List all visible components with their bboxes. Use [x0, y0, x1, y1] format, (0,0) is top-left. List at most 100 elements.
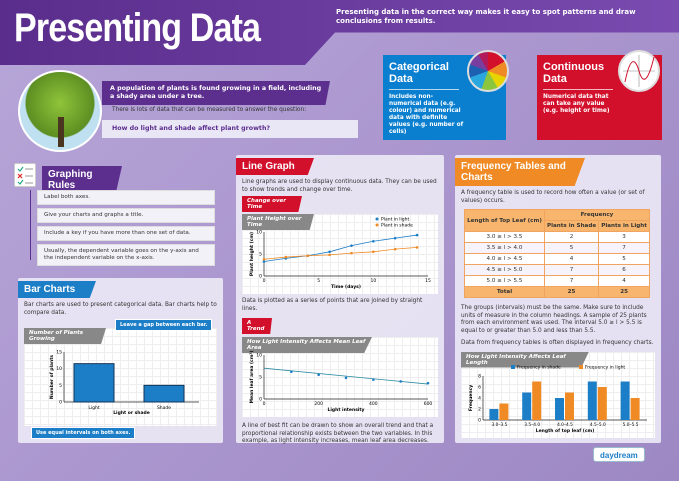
graphing-rules-list: Label both axes. Give your charts and gr… — [37, 190, 215, 269]
data-point — [415, 246, 419, 249]
bar — [620, 381, 630, 420]
data-point — [306, 254, 310, 258]
table-cell: 3 — [598, 231, 650, 243]
data-point — [350, 244, 353, 247]
data-point — [328, 253, 331, 257]
table-cell: 4 — [543, 253, 600, 265]
bar — [532, 381, 542, 420]
table-cell: 4.5 ≥ l > 5.0 — [464, 264, 545, 276]
x-tick-label: 10 — [370, 278, 376, 284]
data-point — [350, 251, 353, 255]
callout-gap: Leave a gap between each bar. — [115, 319, 213, 331]
y-axis-label: Frequency — [468, 384, 474, 410]
frequency-chart-title: How Light Intensity Affects Leaf Length — [461, 351, 589, 368]
x-tick-label: 5.0–5.5 — [623, 422, 639, 428]
data-point — [393, 236, 397, 240]
bar — [565, 392, 574, 420]
rules-connector — [30, 190, 31, 260]
col-header-length: Length of Top Leaf (cm) — [464, 209, 545, 232]
table-cell: 3.5 ≥ l > 4.0 — [464, 242, 545, 254]
y-tick-label: 10 — [256, 230, 262, 236]
table-cell: 3.0 ≥ l > 3.5 — [464, 231, 545, 243]
y-tick-label: 5 — [259, 375, 262, 381]
legend-marker — [511, 364, 515, 369]
data-point — [399, 380, 402, 383]
y-axis-label: Plant height (cm) — [249, 232, 255, 276]
best-fit-line — [263, 367, 429, 385]
data-point — [372, 378, 375, 381]
bar — [630, 397, 640, 420]
series-line — [263, 247, 418, 260]
data-point — [284, 255, 288, 259]
table-cell: 4 — [598, 275, 650, 287]
rule-item: Include a key if you have more than one … — [37, 226, 215, 241]
total-shade: 25 — [543, 286, 600, 298]
logo-text: daydream — [600, 451, 638, 460]
x-tick-label: 3.0–3.5 — [491, 422, 507, 428]
col-header-shade: Plants in Shade — [543, 220, 600, 232]
y-tick-label: 5 — [259, 252, 262, 258]
y-tick-label: 2 — [478, 406, 481, 412]
data-point — [262, 257, 266, 261]
x-axis-label: Time (days) — [331, 284, 361, 290]
bar-chart: 0 5 10 15 Light or shade Number of plants Ligh… — [49, 350, 199, 416]
x-tick-label: 5 — [317, 278, 320, 284]
change-over-time-label: Change over Time — [242, 196, 302, 212]
data-point — [328, 250, 331, 254]
curve-graph-icon — [618, 50, 660, 92]
x-tick-label: 200 — [314, 401, 323, 407]
y-tick-label: 15 — [56, 350, 62, 356]
line-chart-title: Plant Height over Time — [242, 214, 314, 230]
trend-chart-area: How Light Intensity Affects Mean Leaf Ar… — [242, 337, 438, 417]
frequency-chart-area: How Light Intensity Affects Leaf Length … — [461, 351, 655, 438]
y-tick-label: 0 — [59, 400, 62, 406]
line-graph-panel: Line Graph Line graphs are used to displ… — [236, 155, 444, 444]
bar — [489, 408, 499, 420]
legend-label: Plant in light — [381, 217, 410, 223]
trend-chart-title: How Light Intensity Affects Mean Leaf Ar… — [242, 337, 372, 353]
y-tick-label: 5 — [59, 383, 62, 389]
bar — [522, 392, 532, 420]
categorical-title: Categorical Data — [389, 61, 449, 85]
x-tick-label: 0 — [263, 278, 266, 284]
table-cell: 6 — [598, 264, 650, 276]
table-cell: 2 — [543, 231, 600, 243]
categorical-text: Includes non-numerical data (e.g. colour… — [389, 94, 464, 135]
y-axis-label: Number of plants — [49, 355, 55, 399]
rule-item: Usually, the dependent variable goes on … — [37, 244, 215, 266]
legend-label: Plant in shade — [381, 223, 413, 229]
bar — [587, 381, 597, 420]
frequency-text: A frequency table is used to record how … — [461, 190, 645, 204]
table-cell: 5 — [598, 253, 650, 265]
x-tick-label: 3.5–4.0 — [524, 422, 540, 428]
table-cell: 5 — [543, 242, 600, 254]
table-row: 3.5 ≥ l > 4.0 5 7 — [464, 242, 650, 254]
y-tick-label: 4 — [478, 395, 481, 401]
pie-chart-icon — [467, 50, 509, 92]
line-graph-title: Line Graph — [236, 158, 314, 175]
series-line — [263, 234, 418, 262]
scenario-text: A population of plants is found growing … — [102, 81, 330, 105]
data-point — [344, 376, 348, 380]
daydream-logo: daydream — [593, 447, 645, 462]
x-tick-label: 600 — [424, 401, 433, 407]
x-tick-label: 4.0–4.5 — [557, 422, 573, 428]
bar — [499, 403, 509, 420]
y-tick-label: 6 — [478, 384, 481, 390]
checklist-icon — [14, 163, 36, 187]
trend-text: A line of best fit can be drawn to show … — [242, 423, 434, 444]
y-tick-label: 10 — [256, 353, 262, 359]
bar-chart-area: Number of Plants Growing 0 5 10 15 Light or … — [24, 328, 217, 426]
line-graph-after-text: Data is plotted as a series of points th… — [242, 298, 423, 312]
continuous-title: Continuous Data — [543, 61, 605, 85]
data-point — [290, 370, 293, 374]
y-tick-label: 0 — [259, 274, 262, 280]
x-axis-label: Length of top leaf (cm) — [536, 428, 595, 434]
callout-intervals: Use equal intervals on both axes. — [31, 427, 136, 439]
x-tick-label: Light — [88, 405, 99, 411]
bar-charts-text: Bar charts are used to present categoric… — [24, 302, 217, 316]
x-tick-label: Shade — [157, 405, 171, 411]
frequency-text-3: Data from frequency tables is often disp… — [461, 340, 654, 346]
table-cell: 7 — [543, 275, 600, 287]
bar — [73, 363, 115, 403]
